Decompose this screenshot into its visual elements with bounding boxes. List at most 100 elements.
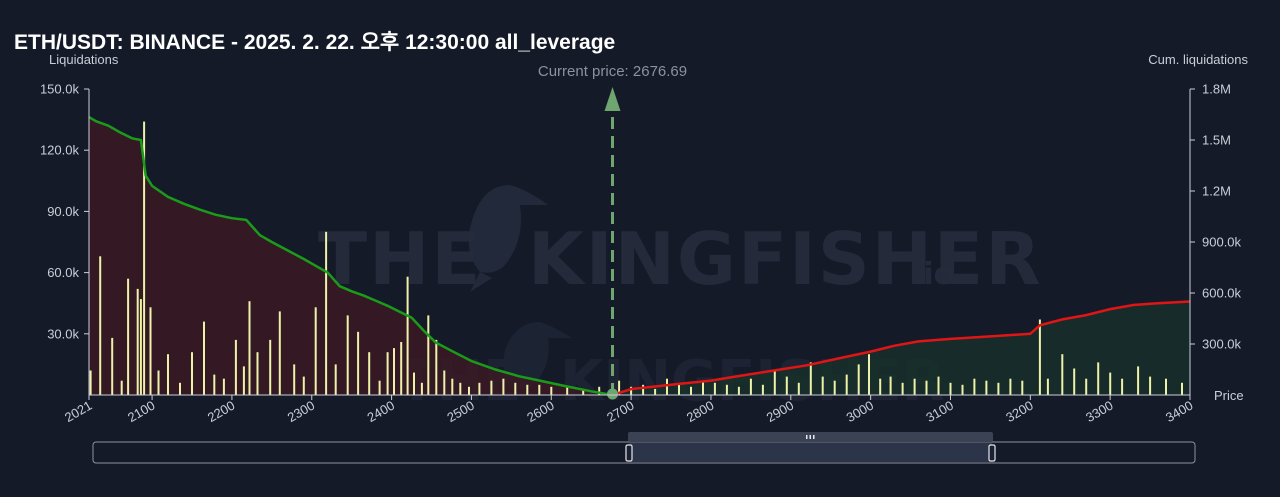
range-slider-left-handle[interactable] <box>625 444 633 462</box>
liquidation-bar-93 <box>1097 362 1100 395</box>
liquidation-bar-62 <box>725 384 728 395</box>
liquidation-bar-57 <box>666 378 668 395</box>
liquidation-bar-48 <box>538 384 541 395</box>
range-slider[interactable] <box>92 432 1196 464</box>
liquidation-bar-40 <box>451 378 454 395</box>
svg-text:KINGFISHER: KINGFISHER <box>528 217 1043 301</box>
liquidation-bar-81 <box>949 382 952 395</box>
liquidation-bar-25 <box>325 231 328 395</box>
x-tick-label: 2100 <box>125 398 158 425</box>
liquidation-bar-18 <box>248 301 251 395</box>
liquidation-bar-27 <box>346 315 349 395</box>
x-tick-label: 3300 <box>1083 398 1116 425</box>
x-tick-label: 2200 <box>205 398 238 425</box>
liquidation-bar-76 <box>889 376 892 395</box>
liquidation-bar-96 <box>1137 366 1140 395</box>
liquidation-bar-63 <box>737 386 740 395</box>
x-tick-label: 2300 <box>285 398 318 425</box>
liquidation-bar-86 <box>1009 378 1012 395</box>
liquidation-bar-50 <box>566 386 569 395</box>
liquidation-bar-82 <box>961 384 964 395</box>
liquidation-bar-49 <box>550 386 553 395</box>
liquidation-bar-67 <box>785 376 788 395</box>
x-tick-label: 3200 <box>1003 398 1036 425</box>
liquidation-bar-56 <box>654 388 657 395</box>
liquidation-bar-59 <box>690 386 692 395</box>
liquidation-bar-0 <box>89 370 92 395</box>
liquidation-bar-54 <box>630 386 633 395</box>
liquidation-bar-1 <box>99 256 102 395</box>
kingfisher-bird-icon <box>468 185 548 292</box>
right-tick-label: 1.8M <box>1202 82 1231 97</box>
current-price-marker <box>607 388 619 400</box>
liquidation-bar-91 <box>1073 368 1076 395</box>
x-tick-label: 2021 <box>62 398 95 425</box>
liquidation-bar-35 <box>413 372 415 395</box>
liquidation-bar-72 <box>845 374 848 395</box>
liquidation-bar-69 <box>809 362 812 395</box>
liquidation-bar-44 <box>490 380 493 395</box>
left-axis-title: Liquidations <box>49 52 119 67</box>
liquidation-bar-31 <box>386 352 389 395</box>
liquidation-bar-6 <box>139 299 142 395</box>
right-tick-label: 600.0k <box>1202 286 1242 301</box>
right-tick-label: 1.5M <box>1202 133 1231 148</box>
long-cumulative-line <box>612 300 1191 397</box>
left-tick-label: 60.0k <box>47 265 79 280</box>
right-tick-label: 1.2M <box>1202 184 1231 199</box>
liquidation-bar-7 <box>143 121 146 395</box>
range-slider-right-handle[interactable] <box>988 444 996 462</box>
liquidation-bar-33 <box>400 342 403 395</box>
liquidation-bar-83 <box>973 378 976 395</box>
liquidation-bar-66 <box>773 370 776 395</box>
liquidation-bar-23 <box>302 376 305 395</box>
right-axis-title: Cum. liquidations <box>1148 52 1248 67</box>
liquidation-bar-65 <box>761 384 764 395</box>
liquidation-bar-94 <box>1109 372 1112 395</box>
liquidation-bar-85 <box>997 382 1000 395</box>
liquidation-bar-53 <box>618 380 621 395</box>
liquidation-bar-12 <box>191 352 193 395</box>
liquidation-bar-15 <box>222 378 225 395</box>
liquidation-bar-41 <box>459 382 462 395</box>
liquidation-bar-29 <box>368 352 371 395</box>
chart-title: ETH/USDT: BINANCE - 2025. 2. 22. 오후 12:3… <box>14 31 616 54</box>
liquidation-bar-70 <box>821 376 824 395</box>
liquidation-bar-58 <box>678 384 680 395</box>
liquidation-bar-97 <box>1149 376 1152 395</box>
current-price-label: Current price: 2676.69 <box>538 63 687 80</box>
liquidation-bar-88 <box>1038 319 1041 395</box>
liquidation-bar-73 <box>857 364 860 395</box>
liquidation-bar-9 <box>157 370 160 395</box>
liquidation-bar-61 <box>713 382 716 395</box>
liquidation-bar-42 <box>468 386 470 395</box>
short-cumulative-area <box>89 117 613 396</box>
range-slider-selection[interactable] <box>629 443 992 462</box>
liquidation-bar-4 <box>127 278 130 395</box>
left-tick-label: 30.0k <box>47 326 79 341</box>
left-tick-label: 90.0k <box>47 204 79 219</box>
liquidation-bar-77 <box>901 382 904 395</box>
liquidation-bar-43 <box>478 382 481 395</box>
liquidation-bar-64 <box>749 378 752 395</box>
liquidation-bar-24 <box>314 307 317 395</box>
liquidation-bar-84 <box>985 380 988 395</box>
left-tick-label: 150.0k <box>40 82 80 97</box>
liquidation-bar-95 <box>1121 378 1124 395</box>
liquidation-bar-78 <box>913 378 916 395</box>
x-tick-label: 3400 <box>1163 398 1196 425</box>
liquidation-bar-80 <box>937 376 940 395</box>
liquidation-bar-22 <box>293 364 296 395</box>
liquidation-bar-20 <box>269 339 272 395</box>
liquidation-bar-52 <box>598 386 601 395</box>
liquidation-bar-74 <box>868 354 870 395</box>
current-price-arrow-icon <box>604 87 621 111</box>
liquidation-bar-19 <box>256 352 259 395</box>
liquidation-bar-16 <box>234 339 237 395</box>
liquidation-bar-98 <box>1165 378 1167 395</box>
liquidation-bar-51 <box>582 388 585 395</box>
liquidation-bar-14 <box>213 374 216 395</box>
liquidation-bar-47 <box>526 384 529 395</box>
liquidation-bar-34 <box>406 276 409 395</box>
